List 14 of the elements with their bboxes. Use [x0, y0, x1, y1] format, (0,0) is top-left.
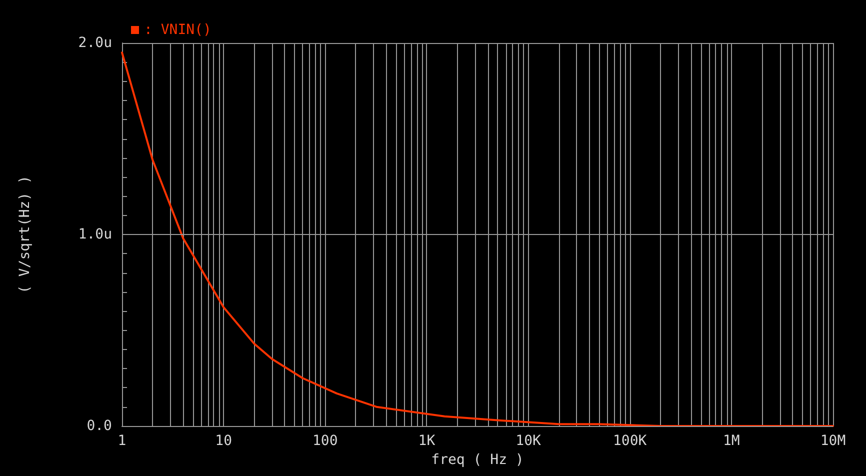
y-tick-label: 2.0u — [78, 35, 112, 51]
x-tick-label: 1 — [118, 433, 126, 449]
y-tick-label: 0.0 — [86, 418, 112, 434]
x-tick-label: 10M — [820, 433, 846, 449]
x-tick-label: 1K — [418, 433, 436, 449]
x-tick-label: 100K — [613, 433, 648, 449]
x-tick-label: 1M — [723, 433, 740, 449]
x-tick-label: 10K — [516, 433, 542, 449]
x-tick-label: 100 — [312, 433, 338, 449]
legend-label: : VNIN() — [144, 22, 212, 38]
y-tick-label: 1.0u — [78, 226, 112, 242]
x-tick-label: 10 — [215, 433, 232, 449]
x-axis-title: freq ( Hz ) — [431, 452, 524, 468]
y-axis-title: ( V/sqrt(Hz) ) — [17, 175, 33, 294]
